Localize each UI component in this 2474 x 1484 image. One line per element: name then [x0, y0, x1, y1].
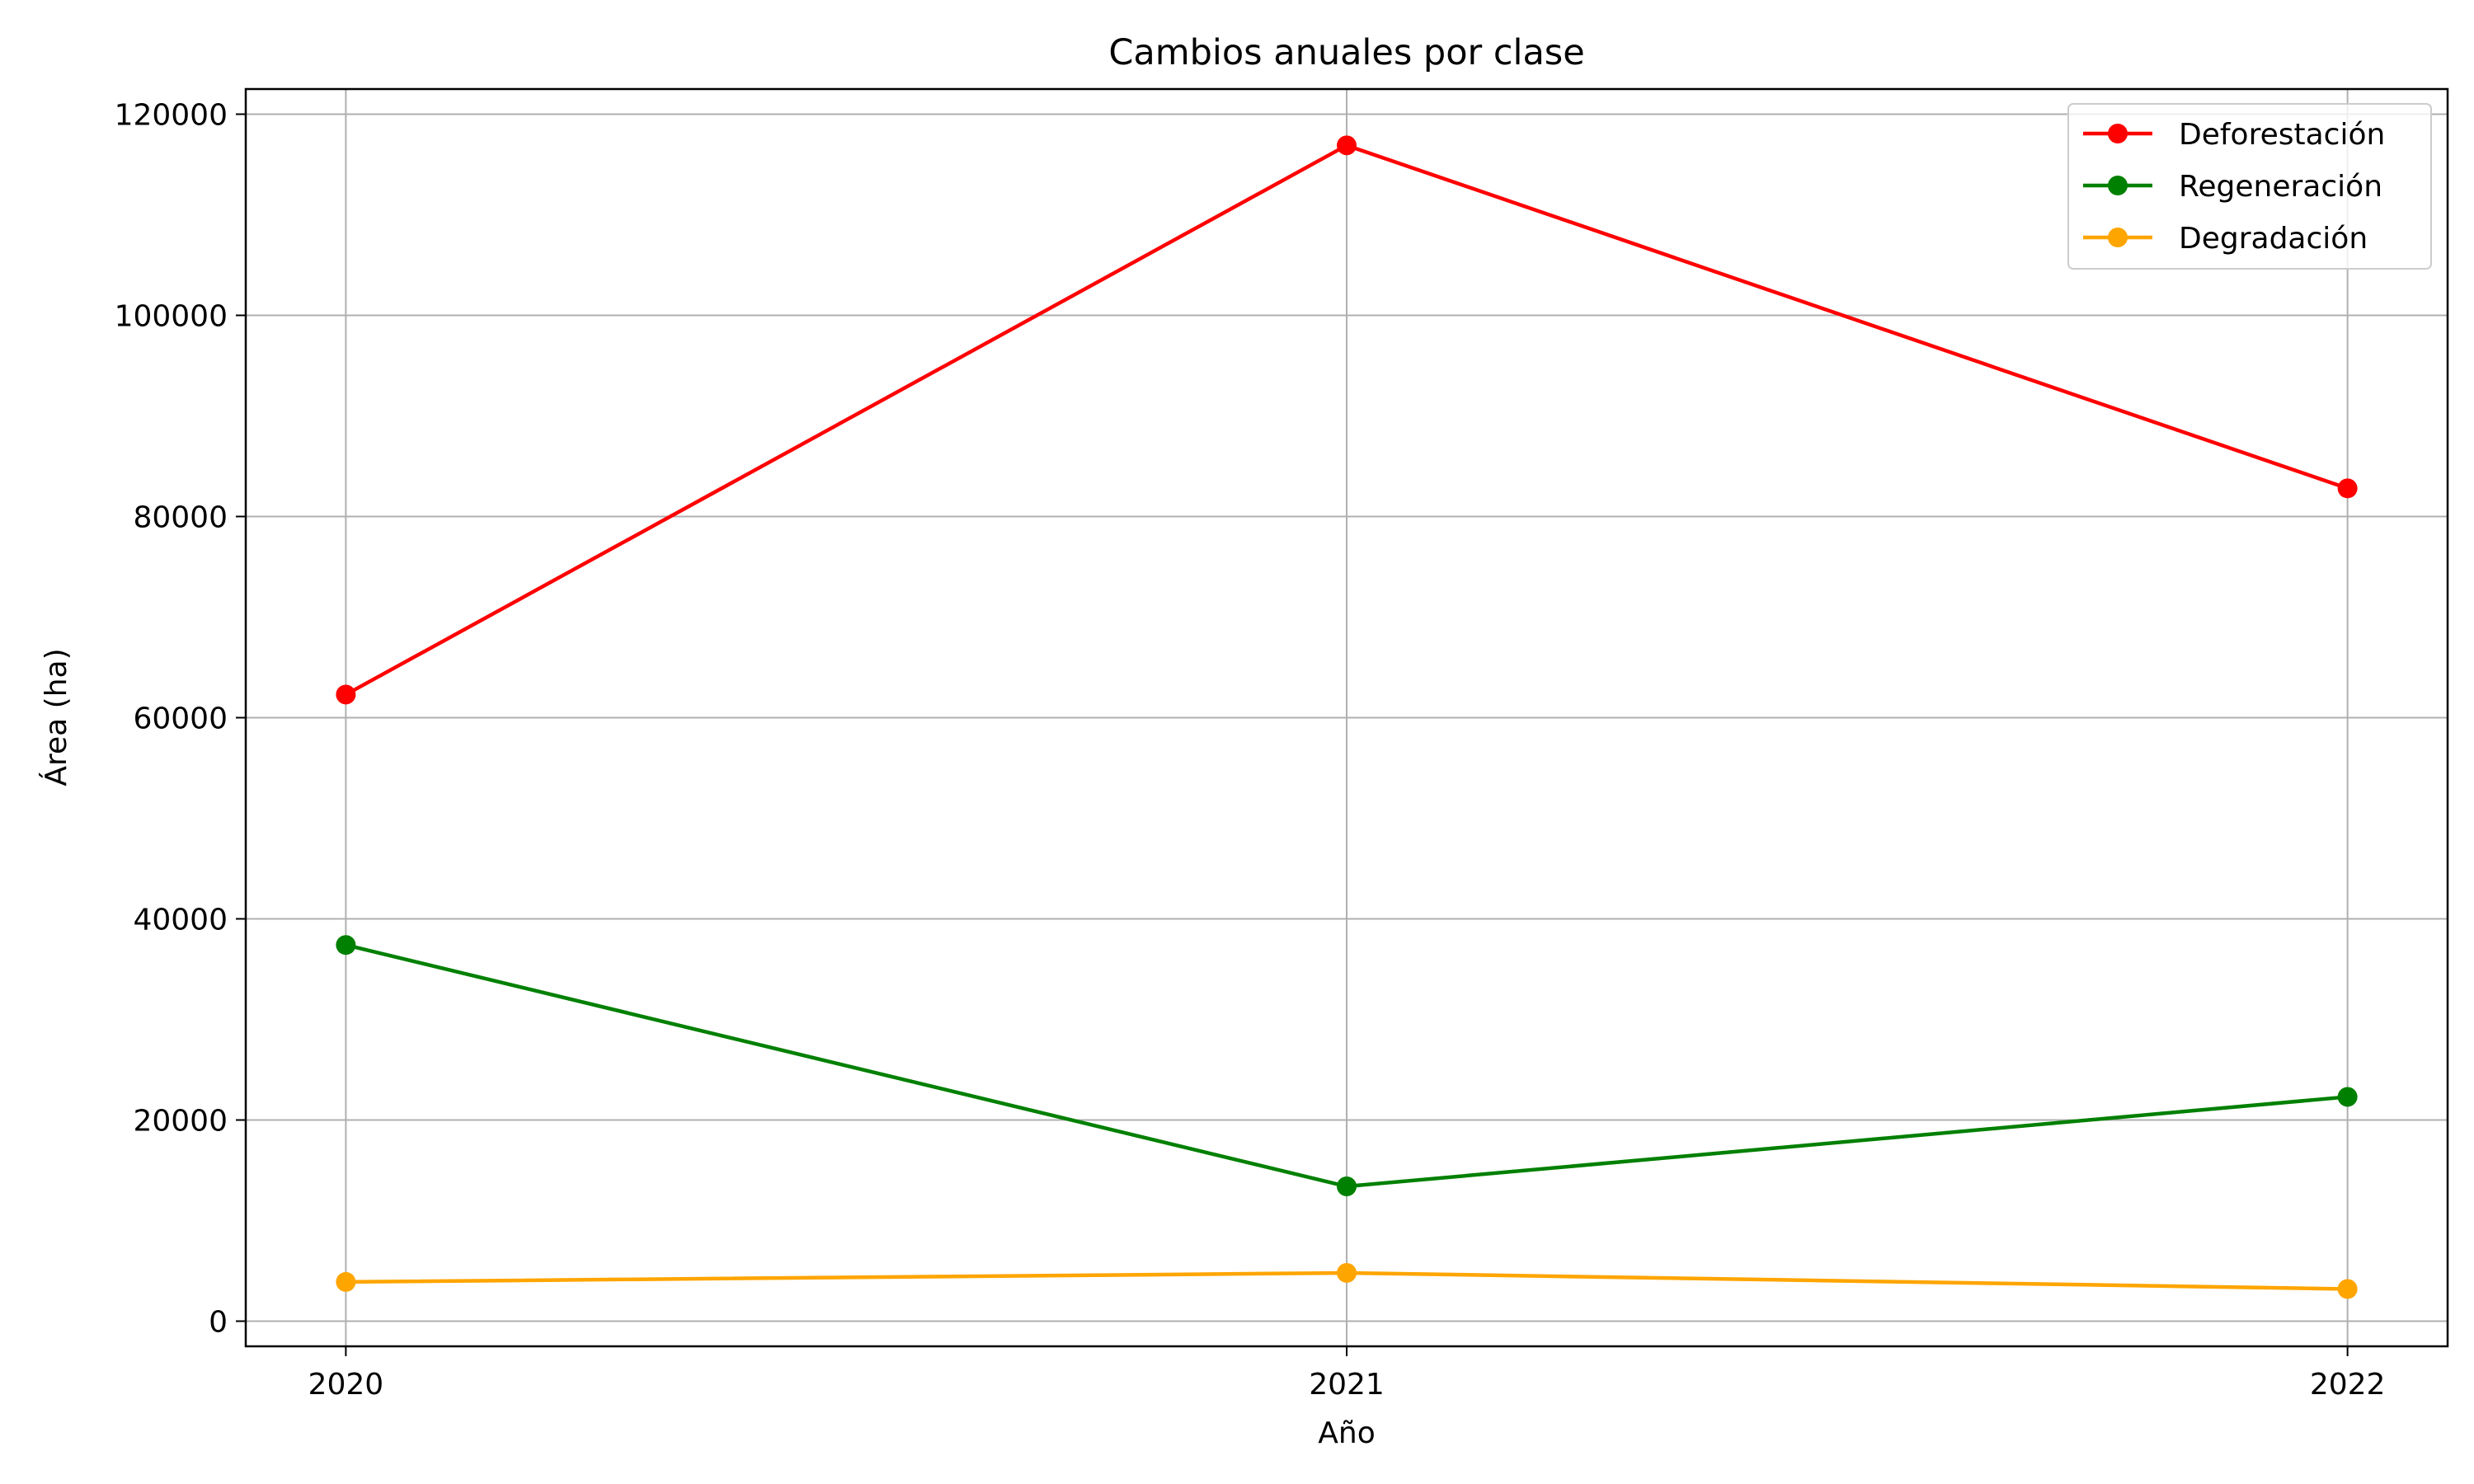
legend-label-regeneracion: Regeneración: [2179, 170, 2382, 204]
x-axis-title: Año: [1318, 1416, 1375, 1450]
y-tick-label: 0: [209, 1306, 228, 1340]
data-point-degradacion: [1337, 1263, 1357, 1283]
y-axis-title: Área (ha): [39, 648, 73, 786]
legend: Deforestación Regeneración Degradación: [2068, 104, 2431, 269]
data-point-regeneracion: [1337, 1176, 1357, 1196]
data-point-regeneracion: [336, 935, 355, 955]
legend-label-deforestacion: Deforestación: [2179, 118, 2385, 152]
legend-marker-deforestacion: [2108, 124, 2128, 143]
y-tick-label: 80000: [133, 501, 228, 535]
y-tick-label: 40000: [133, 904, 228, 937]
data-point-deforestacion: [1337, 135, 1357, 155]
data-point-regeneracion: [2338, 1087, 2358, 1106]
x-tick-label: 2021: [1309, 1368, 1385, 1402]
chart-title: Cambios anuales por clase: [1108, 32, 1584, 73]
x-tick-label: 2020: [308, 1368, 384, 1402]
legend-marker-regeneracion: [2108, 176, 2128, 195]
y-tick-label: 60000: [133, 702, 228, 736]
y-tick-label: 20000: [133, 1105, 228, 1139]
data-point-degradacion: [336, 1272, 355, 1292]
y-tick-label: 120000: [115, 99, 228, 133]
data-point-deforestacion: [2338, 478, 2358, 498]
data-point-deforestacion: [336, 684, 355, 704]
y-tick-label: 100000: [115, 300, 228, 334]
legend-label-degradacion: Degradación: [2179, 222, 2368, 256]
legend-marker-degradacion: [2108, 228, 2128, 247]
x-tick-label: 2022: [2310, 1368, 2386, 1402]
data-point-degradacion: [2338, 1279, 2358, 1298]
